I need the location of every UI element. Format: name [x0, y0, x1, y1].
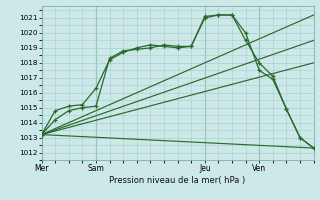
- X-axis label: Pression niveau de la mer( hPa ): Pression niveau de la mer( hPa ): [109, 176, 246, 185]
